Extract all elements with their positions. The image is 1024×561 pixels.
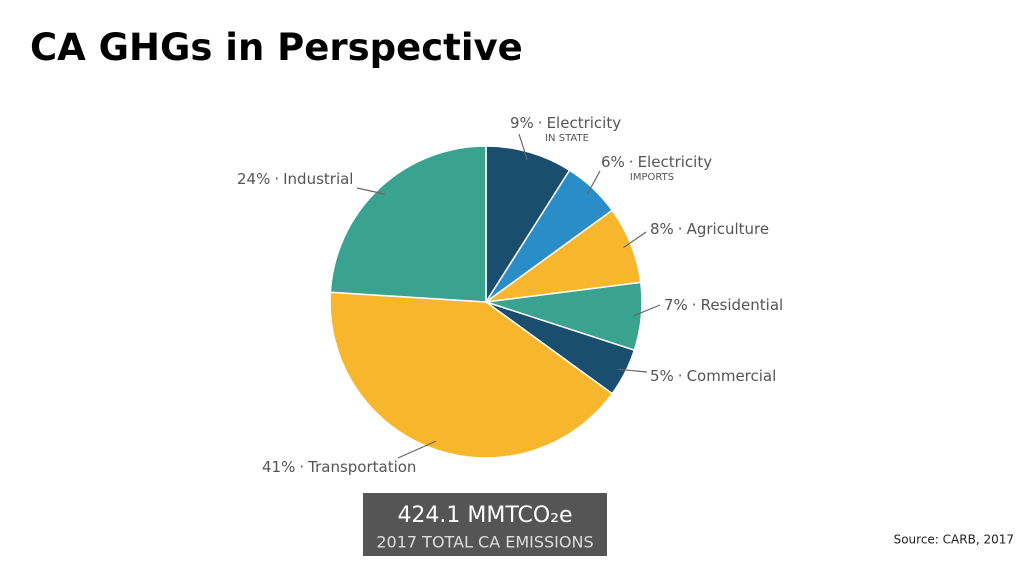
leader-line bbox=[586, 170, 601, 195]
leader-line bbox=[356, 187, 385, 195]
slice-separator: · bbox=[274, 170, 279, 188]
leader-line bbox=[633, 304, 661, 317]
slice-label: 24% · Industrial bbox=[237, 170, 353, 188]
slice-category: Electricity bbox=[547, 114, 622, 132]
slice-sublabel: IMPORTS bbox=[630, 172, 674, 183]
slice-category: Agriculture bbox=[687, 220, 770, 238]
slice-label: 7% · Residential bbox=[664, 296, 783, 314]
slice-label: 5% · Commercial bbox=[650, 367, 776, 385]
slice-category: Electricity bbox=[638, 153, 713, 171]
slice-category: Transportation bbox=[307, 458, 416, 476]
total-box bbox=[363, 493, 607, 556]
pie-slice bbox=[329, 145, 487, 303]
pie-slice bbox=[329, 291, 614, 459]
slice-separator: · bbox=[692, 296, 697, 314]
pie bbox=[329, 133, 661, 459]
slice-value-label: 41% bbox=[262, 458, 295, 476]
slice-label: 9% · Electricity bbox=[510, 114, 621, 132]
slice-value-label: 9% bbox=[510, 114, 534, 132]
slice-value-label: 24% bbox=[237, 170, 270, 188]
slice-value-label: 8% bbox=[650, 220, 674, 238]
slide-title: CA GHGs in Perspective bbox=[30, 26, 523, 69]
leader-line bbox=[397, 440, 437, 459]
slice-value-label: 5% bbox=[650, 367, 674, 385]
leader-line bbox=[623, 231, 647, 249]
slice-separator: · bbox=[629, 153, 634, 171]
slice-value-label: 7% bbox=[664, 296, 688, 314]
slice-label: 41% · Transportation bbox=[262, 458, 416, 476]
slice-separator: · bbox=[299, 458, 304, 476]
total-caption: 2017 TOTAL CA EMISSIONS bbox=[376, 533, 593, 552]
slice-separator: · bbox=[538, 114, 543, 132]
slice-category: Industrial bbox=[283, 170, 353, 188]
slice-sublabel: IN STATE bbox=[545, 133, 589, 144]
leader-line bbox=[518, 133, 528, 161]
pie-slice bbox=[485, 145, 571, 305]
leader-line bbox=[617, 368, 648, 373]
slice-category: Residential bbox=[701, 296, 784, 314]
slice-category: Commercial bbox=[687, 367, 777, 385]
total-label: 424.1 MMTCO₂e bbox=[397, 503, 572, 528]
source-note: Source: CARB, 2017 bbox=[894, 533, 1014, 547]
slice-label: 6% · Electricity bbox=[601, 153, 712, 171]
slice-label: 8% · Agriculture bbox=[650, 220, 769, 238]
slice-value-label: 6% bbox=[601, 153, 625, 171]
slice-separator: · bbox=[678, 367, 683, 385]
slice-separator: · bbox=[678, 220, 683, 238]
